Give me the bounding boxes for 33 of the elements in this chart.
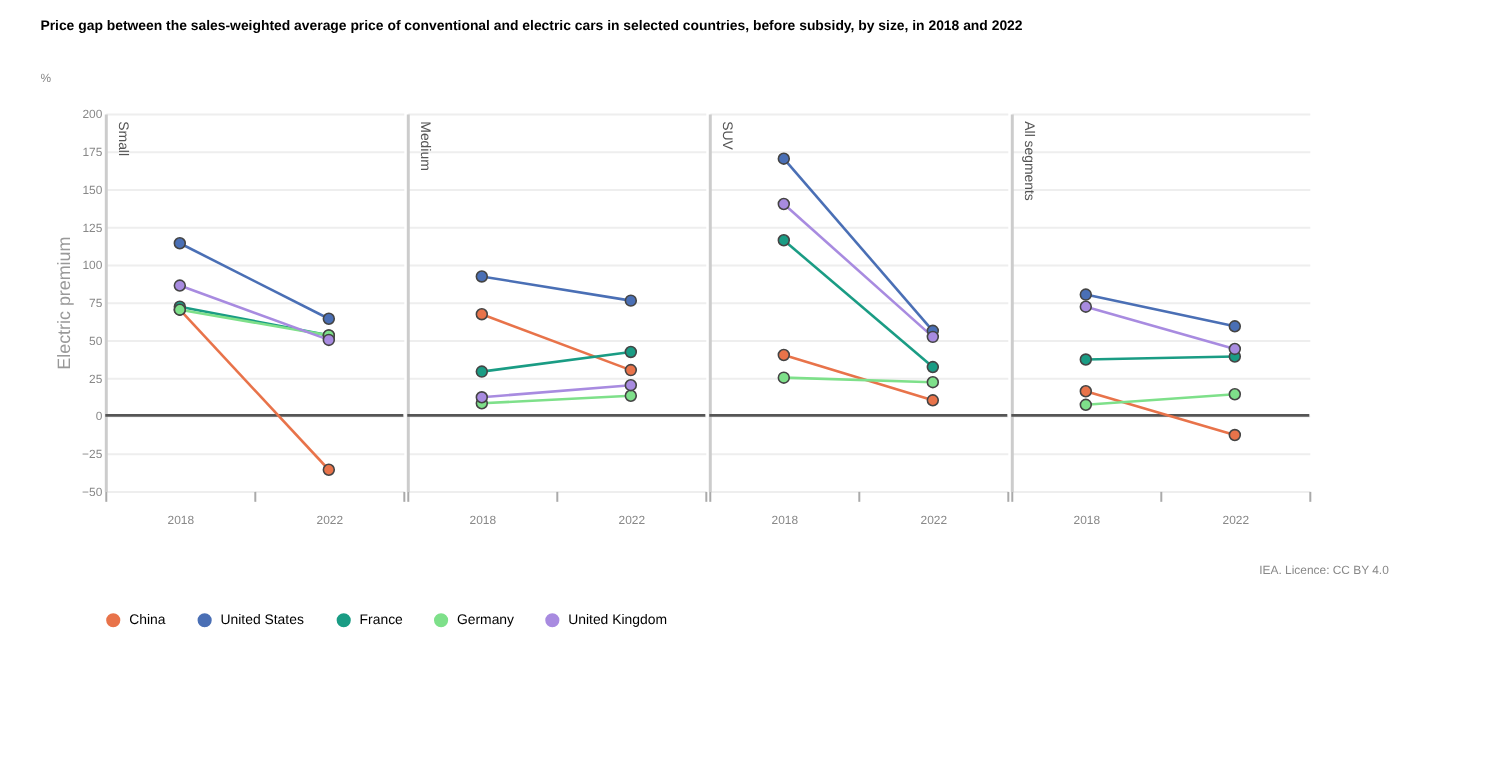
point [173,237,187,250]
point [1079,398,1093,412]
point [173,279,187,292]
point [624,294,638,307]
point [926,394,940,407]
point [777,197,791,211]
y-axis-title: Electric premium [54,236,75,370]
point [624,363,638,377]
point [1079,385,1093,398]
point [322,312,336,325]
point [926,360,940,374]
point [1079,300,1093,313]
point [926,330,940,344]
point [1228,320,1242,333]
point [777,234,791,247]
point [1079,353,1093,366]
point [475,307,489,321]
point [1228,388,1242,401]
point [322,463,336,476]
point [777,348,791,362]
point [624,345,638,359]
point [777,152,791,165]
point [322,333,336,347]
point [624,378,638,392]
point [1228,428,1242,442]
point [475,391,489,404]
point [624,389,638,402]
point [1228,342,1242,356]
point [777,371,791,384]
point [475,365,489,378]
point [1079,288,1093,301]
point [475,270,489,283]
point [926,375,940,389]
